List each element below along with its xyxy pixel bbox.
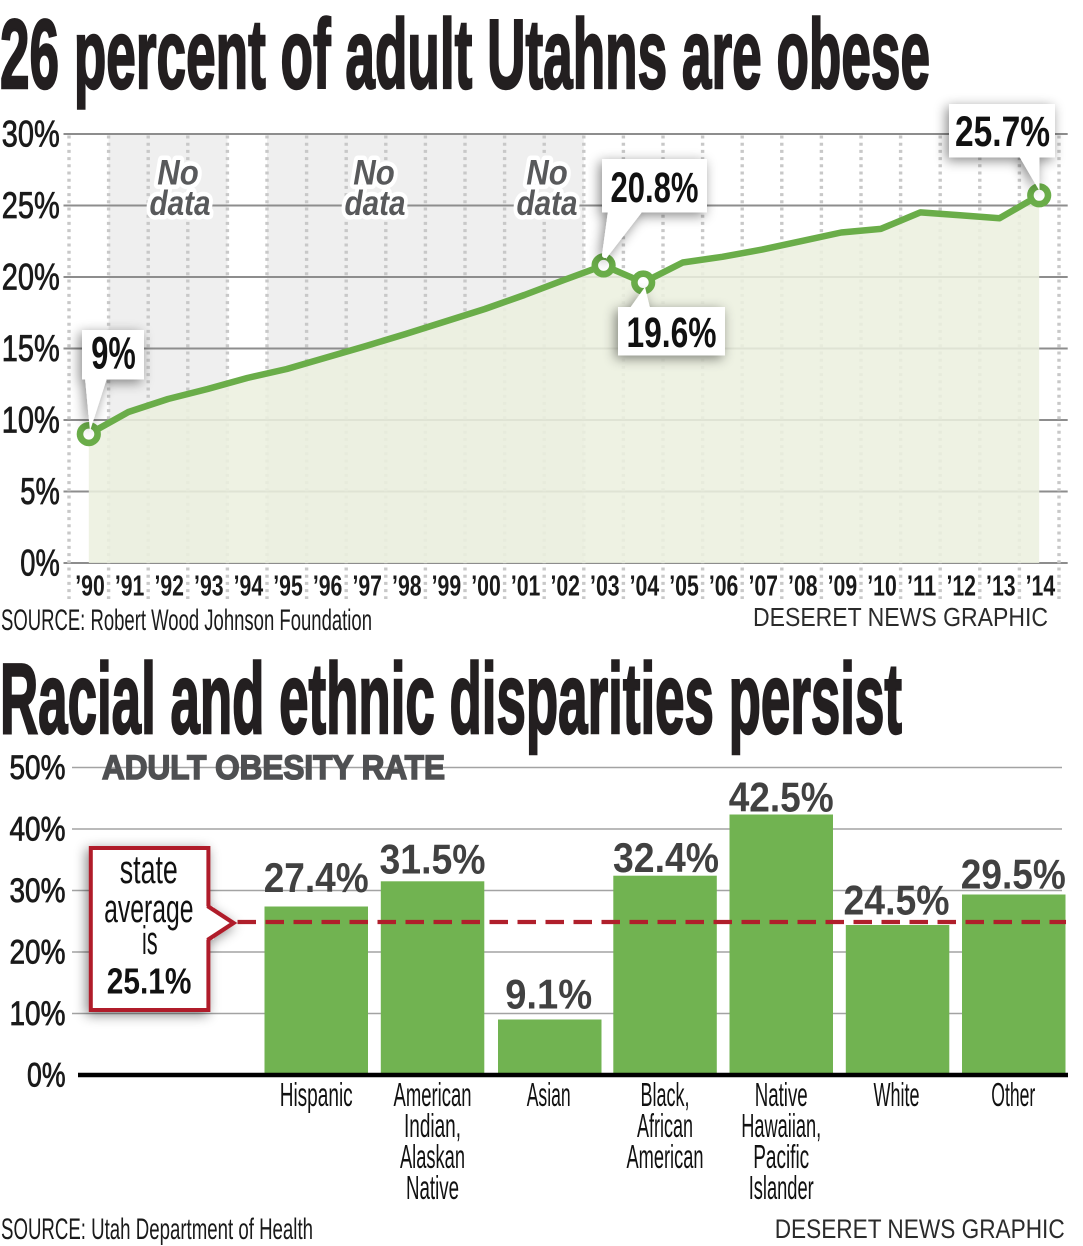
- svg-text:White: White: [874, 1076, 920, 1113]
- svg-text:’96: ’96: [313, 571, 343, 603]
- svg-text:5%: 5%: [20, 470, 60, 512]
- svg-text:Native: Native: [406, 1169, 459, 1206]
- svg-text:’91: ’91: [115, 571, 145, 603]
- svg-text:’01: ’01: [511, 571, 541, 603]
- svg-text:27.4%: 27.4%: [264, 854, 369, 901]
- svg-text:’13: ’13: [986, 571, 1016, 603]
- svg-text:’03: ’03: [590, 571, 620, 603]
- svg-text:’14: ’14: [1026, 571, 1056, 603]
- svg-text:’02: ’02: [550, 571, 580, 603]
- svg-text:’05: ’05: [669, 571, 699, 603]
- svg-text:25.7%: 25.7%: [955, 108, 1050, 156]
- svg-text:Black,: Black,: [641, 1076, 690, 1113]
- svg-text:’04: ’04: [630, 571, 660, 603]
- svg-text:40%: 40%: [10, 810, 66, 848]
- svg-text:No: No: [526, 153, 568, 192]
- svg-text:’92: ’92: [154, 571, 184, 603]
- svg-text:’07: ’07: [748, 571, 778, 603]
- svg-text:data: data: [517, 184, 578, 223]
- svg-text:Other: Other: [991, 1076, 1035, 1113]
- svg-text:42.5%: 42.5%: [729, 773, 834, 820]
- svg-text:’08: ’08: [788, 571, 818, 603]
- svg-text:SOURCE: Utah Department of Hea: SOURCE: Utah Department of Health: [1, 1213, 313, 1246]
- svg-text:19.6%: 19.6%: [627, 309, 717, 357]
- svg-text:African: African: [637, 1107, 693, 1144]
- svg-text:20%: 20%: [2, 255, 60, 297]
- svg-text:Hispanic: Hispanic: [280, 1076, 353, 1113]
- svg-text:’11: ’11: [907, 571, 937, 603]
- svg-text:24.5%: 24.5%: [844, 877, 950, 924]
- svg-text:American: American: [394, 1076, 472, 1113]
- svg-text:Hawaiian,: Hawaiian,: [741, 1107, 821, 1144]
- svg-text:Islander: Islander: [749, 1169, 814, 1206]
- svg-text:average: average: [104, 887, 193, 931]
- svg-text:Racial and ethnic disparities: Racial and ethnic disparities persist: [0, 643, 902, 755]
- svg-text:state: state: [120, 848, 178, 892]
- svg-text:’10: ’10: [867, 571, 897, 603]
- svg-text:25%: 25%: [2, 184, 60, 226]
- svg-text:30%: 30%: [2, 112, 60, 154]
- svg-text:31.5%: 31.5%: [380, 835, 486, 882]
- svg-text:32.4%: 32.4%: [613, 834, 719, 881]
- svg-text:data: data: [150, 184, 211, 223]
- svg-text:’09: ’09: [828, 571, 858, 603]
- svg-text:’95: ’95: [273, 571, 303, 603]
- svg-text:’94: ’94: [234, 571, 264, 603]
- svg-text:’12: ’12: [946, 571, 976, 603]
- svg-text:30%: 30%: [10, 872, 66, 910]
- svg-text:SOURCE: Robert Wood Johnson Fo: SOURCE: Robert Wood Johnson Foundation: [1, 604, 372, 637]
- svg-text:9%: 9%: [91, 328, 136, 379]
- svg-text:0%: 0%: [27, 1056, 66, 1094]
- svg-text:29.5%: 29.5%: [961, 851, 1066, 898]
- svg-text:’00: ’00: [471, 571, 501, 603]
- svg-text:50%: 50%: [10, 749, 66, 787]
- svg-text:Native: Native: [755, 1076, 808, 1113]
- svg-text:ADULT OBESITY RATE: ADULT OBESITY RATE: [102, 749, 445, 787]
- svg-text:is: is: [142, 919, 158, 963]
- svg-text:Asian: Asian: [527, 1076, 571, 1113]
- svg-text:20%: 20%: [10, 933, 66, 971]
- svg-text:Indian,: Indian,: [404, 1107, 461, 1144]
- svg-text:DESERET NEWS GRAPHIC: DESERET NEWS GRAPHIC: [753, 604, 1048, 632]
- svg-text:25.1%: 25.1%: [107, 961, 192, 1002]
- svg-text:26 percent of adult Utahns are: 26 percent of adult Utahns are obese: [0, 0, 930, 109]
- svg-text:10%: 10%: [10, 995, 66, 1033]
- svg-text:’98: ’98: [392, 571, 422, 603]
- svg-text:DESERET NEWS GRAPHIC: DESERET NEWS GRAPHIC: [775, 1214, 1065, 1244]
- svg-text:9.1%: 9.1%: [505, 971, 592, 1018]
- svg-text:Alaskan: Alaskan: [400, 1138, 465, 1175]
- svg-text:American: American: [627, 1138, 704, 1175]
- svg-text:’90: ’90: [75, 571, 105, 603]
- svg-text:20.8%: 20.8%: [611, 164, 699, 212]
- svg-text:15%: 15%: [2, 327, 60, 369]
- svg-text:No: No: [353, 153, 395, 192]
- svg-text:10%: 10%: [2, 398, 60, 440]
- svg-text:’97: ’97: [352, 571, 382, 603]
- svg-text:data: data: [345, 184, 406, 223]
- svg-text:Pacific: Pacific: [753, 1138, 809, 1175]
- svg-text:’93: ’93: [194, 571, 224, 603]
- svg-text:’99: ’99: [432, 571, 462, 603]
- svg-text:0%: 0%: [20, 541, 60, 583]
- svg-text:’06: ’06: [709, 571, 739, 603]
- svg-text:No: No: [157, 153, 199, 192]
